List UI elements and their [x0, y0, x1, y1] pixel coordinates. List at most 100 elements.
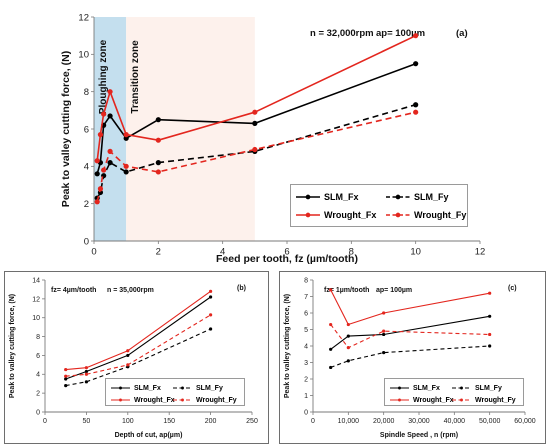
- condition-label: ap= 100µm: [376, 28, 425, 39]
- y-tick-label: 7: [304, 294, 308, 301]
- legend-swatch: [173, 386, 192, 390]
- data-point: [329, 322, 333, 327]
- data-point: [346, 346, 350, 350]
- legend-label: Wrought_Fx: [134, 396, 175, 404]
- legend-item: SLM_Fy: [451, 382, 502, 394]
- legend-label: Wrought_Fy: [475, 396, 516, 404]
- y-tick-label: 12: [32, 296, 40, 303]
- data-point: [209, 313, 213, 317]
- x-tick-label: 0: [311, 418, 315, 425]
- data-point: [126, 363, 130, 367]
- y-tick-label: 5: [304, 327, 308, 334]
- legend-swatch: [390, 398, 409, 402]
- y-axis-label: Peak to valley cutting force, (N): [284, 294, 291, 398]
- zone-label: Transition zone: [130, 40, 141, 114]
- legend-label: SLM_Fx: [134, 384, 161, 392]
- x-tick-label: 4: [220, 247, 225, 258]
- x-tick-label: 100: [122, 418, 134, 425]
- legend-item: SLM_Fx: [389, 382, 440, 394]
- series-line-slm-fy: [65, 328, 211, 387]
- condition-label: n = 35,000rpm: [107, 287, 154, 294]
- condition-label: fz= 1µm/tooth: [324, 287, 369, 294]
- condition-label: n = 32,000rpm: [310, 28, 374, 39]
- data-point: [84, 372, 88, 376]
- data-point: [126, 353, 130, 358]
- x-tick-label: 150: [163, 418, 175, 425]
- legend-label: Wrought_Fy: [414, 210, 467, 220]
- data-point: [126, 349, 130, 353]
- data-point: [413, 33, 419, 39]
- legend-label: Wrought_Fy: [196, 396, 237, 404]
- y-tick-label: 6: [84, 124, 89, 135]
- y-tick-label: 4: [36, 372, 40, 379]
- legend-item: Wrought_Fy: [451, 394, 516, 406]
- x-tick-label: 20,000: [373, 418, 395, 425]
- y-tick-label: 4: [304, 343, 308, 350]
- y-tick-label: 0: [36, 409, 40, 416]
- y-tick-label: 1: [304, 393, 308, 400]
- legend-label: Wrought_Fx: [324, 210, 377, 220]
- data-point: [107, 148, 113, 154]
- y-tick-label: 8: [304, 277, 308, 284]
- legend-swatch: [386, 194, 410, 200]
- series-line-wrought-fx: [96, 34, 417, 161]
- legend-item: SLM_Fx: [110, 382, 161, 394]
- x-tick-label: 0: [91, 247, 96, 258]
- series-line-wrought-fy: [96, 111, 416, 202]
- data-point: [488, 332, 492, 337]
- legend-label: Wrought_Fx: [413, 396, 454, 404]
- data-point: [84, 366, 88, 370]
- data-point: [155, 169, 161, 175]
- y-axis-label: Peak to valley cutting force, (N): [9, 294, 16, 398]
- panel-label: (c): [508, 285, 517, 292]
- data-point: [346, 359, 350, 363]
- legend-swatch: [452, 386, 471, 390]
- data-point: [64, 367, 68, 372]
- x-tick-label: 10: [410, 247, 421, 258]
- x-tick-label: 8: [349, 247, 354, 258]
- data-point: [346, 334, 350, 338]
- series-line-slm-fx: [96, 62, 416, 175]
- data-point: [329, 288, 333, 292]
- y-tick-label: 4: [84, 162, 89, 173]
- data-point: [252, 109, 258, 115]
- legend-item: Wrought_Fy: [385, 206, 466, 224]
- data-point: [488, 314, 492, 318]
- y-tick-label: 10: [78, 50, 89, 61]
- data-point: [84, 369, 88, 374]
- x-tick-label: 50,000: [479, 418, 501, 425]
- data-point: [382, 332, 386, 337]
- legend-swatch: [390, 386, 409, 390]
- legend-swatch-marker: [305, 212, 311, 218]
- data-point: [155, 160, 161, 166]
- chart-legend: SLM_Fx SLM_Fy Wrought_Fx Wrought_Fy: [290, 184, 468, 227]
- series-line-wrought-fy: [330, 324, 490, 349]
- data-point: [382, 311, 386, 315]
- x-tick-label: 10,000: [338, 418, 360, 425]
- data-point: [252, 120, 258, 126]
- legend-item: Wrought_Fx: [110, 394, 175, 406]
- data-point: [346, 322, 350, 327]
- x-axis-label: Feed per tooth, fz (µm/tooth): [216, 253, 358, 265]
- legend-swatch-marker: [460, 398, 463, 402]
- condition-label: ap= 100µm: [376, 287, 412, 294]
- zone-band: [94, 17, 127, 241]
- x-tick-label: 40,000: [444, 418, 466, 425]
- chart-svg-c: 0 10,000 20,000 30,000 40,000 50,000 60,000 0 1 2…: [284, 277, 536, 439]
- legend-swatch: [386, 212, 410, 218]
- zone-label: Ploughing zone: [98, 39, 109, 114]
- data-point: [209, 327, 213, 331]
- legend-label: SLM_Fy: [414, 192, 449, 202]
- chart-svg-a: Ploughing zone Transition zone 0 2 4 6 8 10 12 0 2…: [60, 12, 485, 265]
- legend-item: Wrought_Fx: [389, 394, 454, 406]
- data-point: [64, 384, 68, 388]
- data-point: [123, 169, 129, 175]
- data-point: [64, 374, 68, 378]
- legend-swatch: [111, 386, 130, 390]
- legend-label: SLM_Fx: [413, 384, 440, 392]
- data-point: [488, 291, 492, 295]
- chart-panel-a: Ploughing zone Transition zone 0 2 4 6 8 10 12 0 2…: [58, 6, 490, 268]
- condition-label: fz= 4µm/tooth: [51, 287, 96, 294]
- chart-legend: SLM_Fx SLM_Fy Wrought_Fx Wrought_Fy: [105, 378, 245, 406]
- legend-swatch: [296, 212, 320, 218]
